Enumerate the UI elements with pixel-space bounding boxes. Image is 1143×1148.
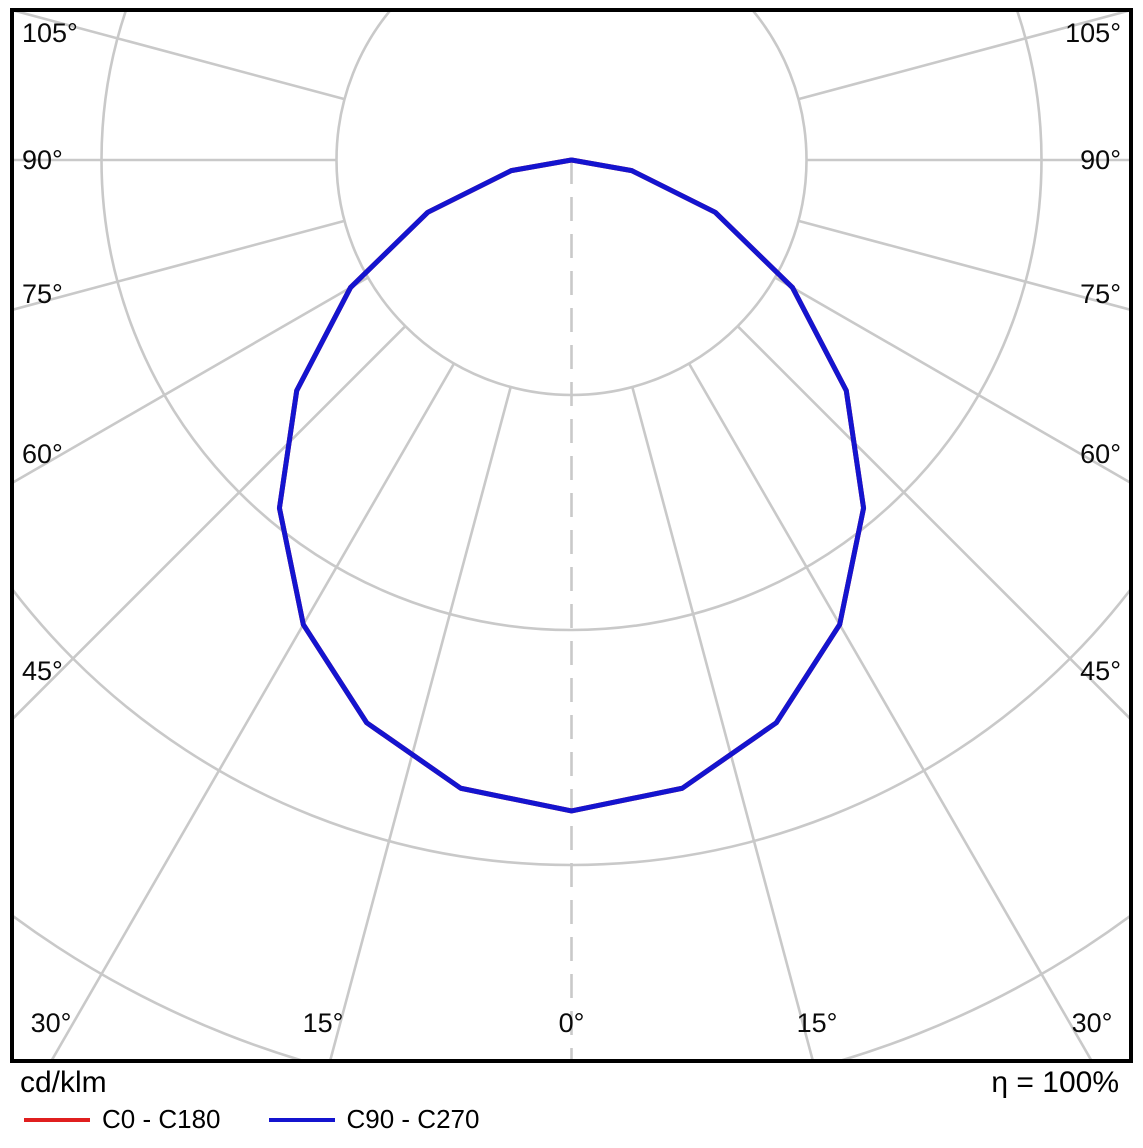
unit-label: cd/klm <box>20 1066 107 1099</box>
svg-text:15°: 15° <box>797 1008 838 1038</box>
svg-text:45°: 45° <box>1080 656 1121 686</box>
svg-text:60°: 60° <box>22 439 63 469</box>
series-label-c90-c270: C90 - C270 <box>346 1104 480 1134</box>
svg-text:90°: 90° <box>22 145 63 175</box>
series-label-c0-c180: C0 - C180 <box>102 1104 221 1134</box>
angle-labels: 105° 90° 75° 60° 45° 105° 90° 75° 60° 45° 30° 15° 0°… <box>22 18 1121 1038</box>
svg-text:0°: 0° <box>559 1008 585 1038</box>
series-swatch-c90-c270 <box>268 1117 335 1122</box>
svg-text:15°: 15° <box>303 1008 344 1038</box>
svg-text:105°: 105° <box>1065 18 1121 48</box>
svg-text:75°: 75° <box>1080 279 1121 309</box>
svg-text:60°: 60° <box>1080 439 1121 469</box>
svg-text:105°: 105° <box>22 18 78 48</box>
svg-text:75°: 75° <box>22 279 63 309</box>
svg-text:30°: 30° <box>1072 1008 1113 1038</box>
efficiency-label: η = 100% <box>991 1066 1119 1099</box>
legend: C0 - C180 C90 - C270 <box>24 1104 527 1135</box>
svg-text:30°: 30° <box>31 1008 72 1038</box>
svg-text:45°: 45° <box>22 656 63 686</box>
series-swatch-c0-c180 <box>24 1117 90 1122</box>
intensity-curves <box>276 157 867 814</box>
svg-text:90°: 90° <box>1080 145 1121 175</box>
